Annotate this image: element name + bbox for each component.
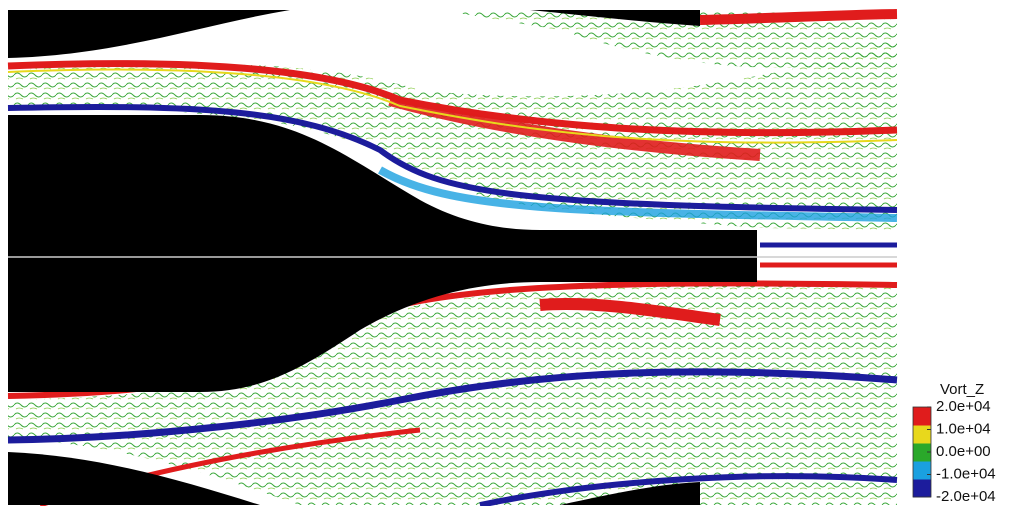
blue-streak [479,473,898,506]
colorbar-segment [913,443,931,462]
blue-streak [7,103,898,213]
colorbar: 2.0e+04 1.0e+04 0.0e+00 -1.0e+04 -2.0e+04 [912,398,996,505]
turbulent-region [8,40,897,230]
cyan-streak [378,166,898,222]
yellow-streak [7,68,898,144]
blue-streak [7,368,898,444]
colorbar-tick-label: 0.0e+00 [936,443,991,460]
colorbar-tick-label: 1.0e+04 [936,420,991,437]
nozzle-wall [8,10,290,58]
nozzle-wall [530,10,700,26]
colorbar-segment [913,461,931,480]
colorbar-tick-label: 2.0e+04 [936,398,991,415]
colorbar-title: Vort_Z [940,381,984,398]
red-streak [699,9,898,25]
colorbar-segment [913,425,931,444]
colorbar-segment [913,407,931,426]
colorbar-segment [913,479,931,498]
red-streak [388,94,761,161]
flow-field [7,9,898,506]
turbulent-region [440,10,897,69]
turbulent-region [8,285,897,505]
colorbar-tick-label: -2.0e+04 [936,488,996,505]
red-streak [539,297,721,326]
colorbar-tick-label: -1.0e+04 [936,465,996,482]
center-body [8,115,757,392]
nozzle-wall [560,482,700,505]
nozzle-wall [8,452,260,505]
